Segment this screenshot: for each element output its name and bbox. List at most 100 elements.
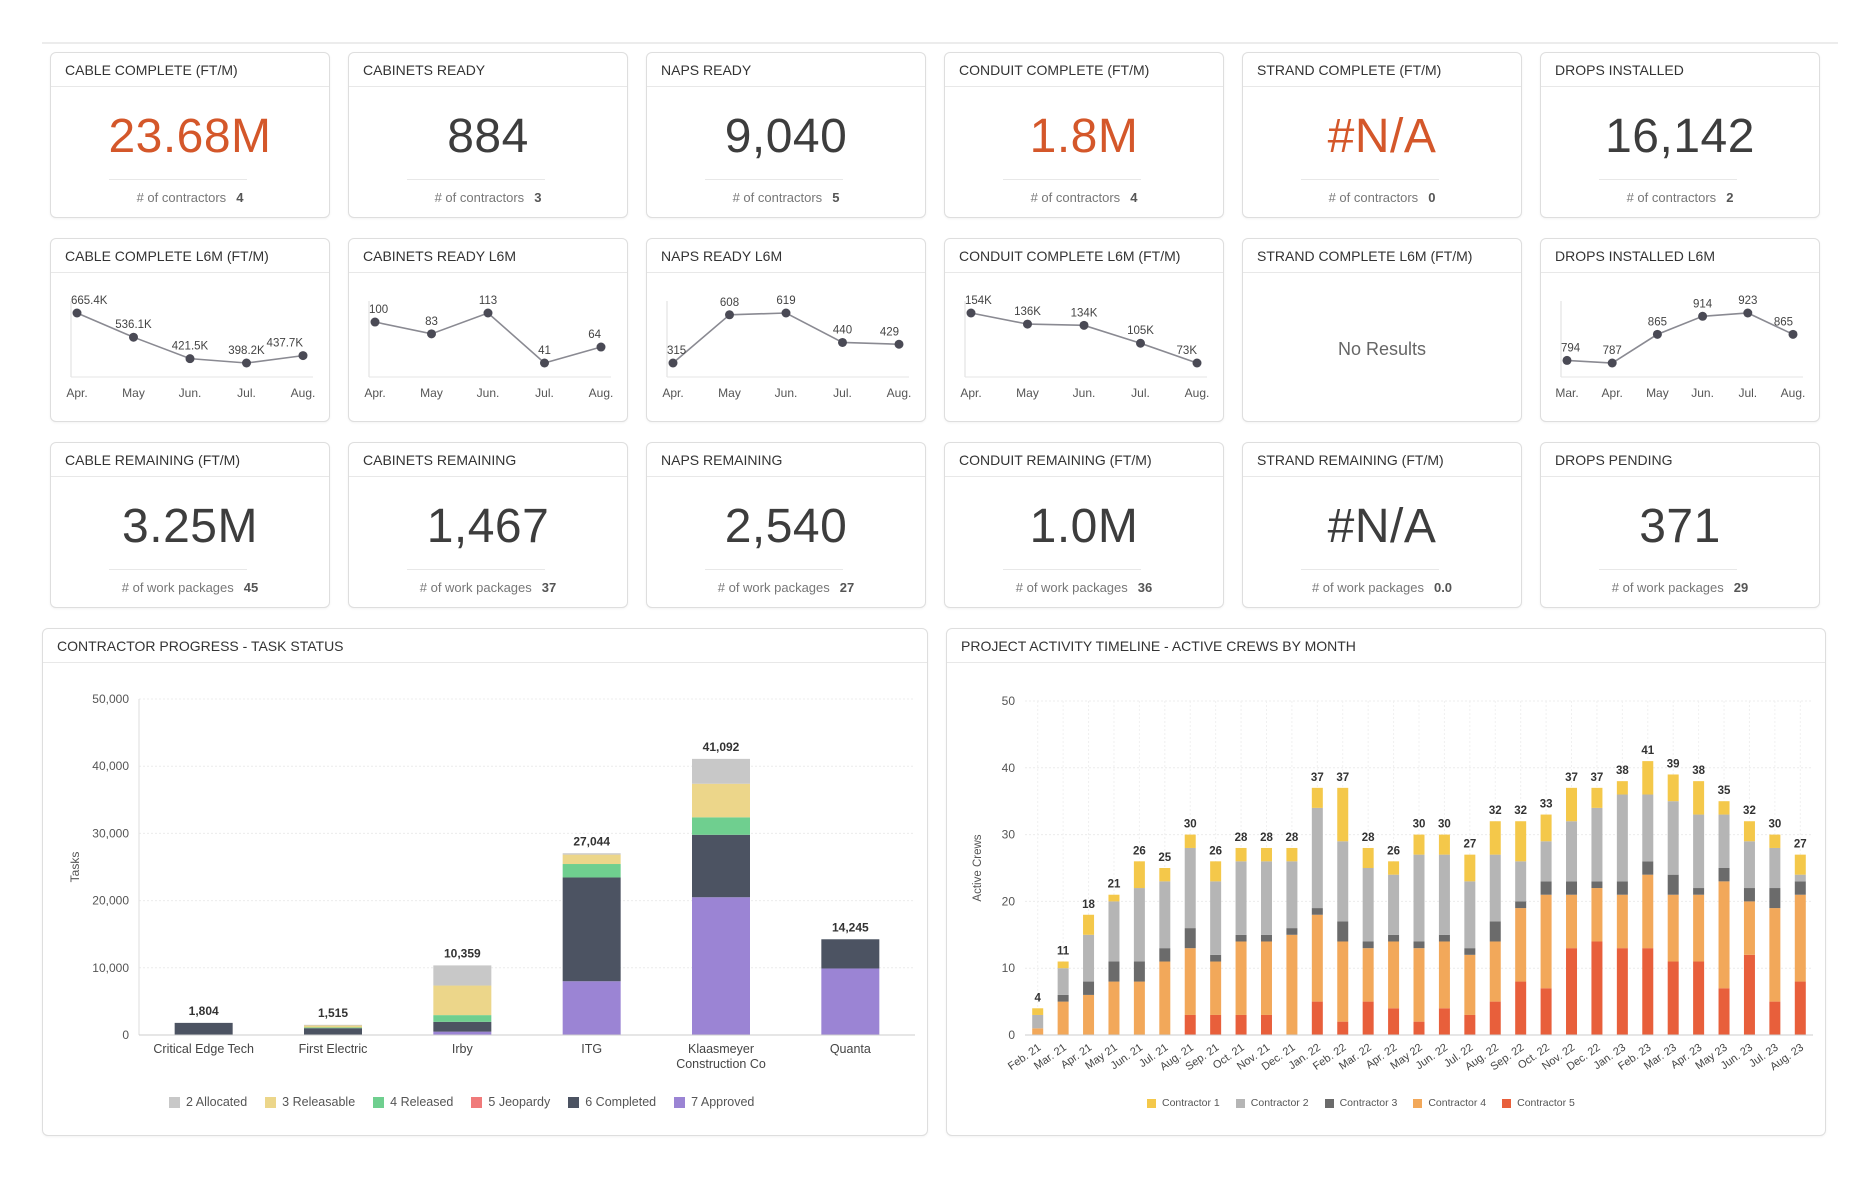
bar-segment[interactable] (1184, 834, 1196, 848)
bar-segment[interactable] (1286, 847, 1298, 862)
bar-segment[interactable] (1260, 861, 1272, 935)
bar-segment[interactable] (1388, 1008, 1400, 1035)
sparkline-point[interactable] (1652, 329, 1662, 339)
bar-segment[interactable] (1540, 814, 1552, 842)
bar-segment[interactable] (1286, 861, 1298, 929)
bar-segment[interactable] (1032, 1014, 1044, 1029)
bar-segment[interactable] (1616, 881, 1628, 895)
bar-segment[interactable] (1311, 914, 1323, 1002)
sparkline-point[interactable] (298, 351, 308, 361)
sparkline-point[interactable] (1136, 338, 1145, 348)
bar-segment[interactable] (1159, 868, 1171, 882)
bar-segment[interactable] (1438, 1008, 1450, 1035)
bar-segment[interactable] (1235, 941, 1247, 1015)
bar-segment[interactable] (1540, 894, 1552, 989)
bar-segment[interactable] (433, 1021, 492, 1032)
bar-segment[interactable] (562, 981, 621, 1035)
sparkline-point[interactable] (668, 358, 678, 368)
bar-segment[interactable] (1743, 821, 1755, 842)
bar-segment[interactable] (1235, 934, 1247, 942)
bar-segment[interactable] (1794, 894, 1806, 982)
bar-segment[interactable] (1210, 861, 1222, 882)
bar-segment[interactable] (1413, 948, 1425, 1022)
bar-segment[interactable] (1464, 854, 1476, 882)
bar-segment[interactable] (1794, 981, 1806, 1035)
bar-segment[interactable] (1083, 914, 1095, 935)
bar-segment[interactable] (1769, 888, 1781, 909)
sparkline-point[interactable] (483, 308, 493, 318)
sparkline-point[interactable] (838, 337, 847, 347)
bar-segment[interactable] (1388, 861, 1400, 875)
bar-segment[interactable] (433, 1031, 492, 1035)
bar-segment[interactable] (1769, 908, 1781, 1002)
legend-item[interactable]: 3 Releasable (265, 1095, 355, 1109)
bar-segment[interactable] (1718, 988, 1730, 1035)
legend-item[interactable]: 2 Allocated (169, 1095, 247, 1109)
legend-item[interactable]: Contractor 2 (1235, 1097, 1309, 1109)
bar-segment[interactable] (1540, 881, 1552, 895)
bar-segment[interactable] (1718, 868, 1730, 882)
bar-segment[interactable] (1566, 894, 1578, 949)
bar-segment[interactable] (562, 854, 621, 865)
bar-segment[interactable] (1769, 1001, 1781, 1035)
bar-segment[interactable] (1464, 881, 1476, 949)
bar-segment[interactable] (1540, 841, 1552, 882)
bar-segment[interactable] (1337, 941, 1349, 1022)
bar-segment[interactable] (1438, 941, 1450, 1009)
bar-segment[interactable] (1591, 787, 1603, 808)
bar-segment[interactable] (1057, 1001, 1069, 1035)
sparkline-point[interactable] (725, 310, 734, 320)
bar-segment[interactable] (692, 834, 750, 898)
bar-segment[interactable] (1159, 881, 1171, 949)
bar-segment[interactable] (1108, 961, 1120, 982)
bar-segment[interactable] (692, 783, 750, 818)
bar-segment[interactable] (1794, 874, 1806, 882)
bar-segment[interactable] (1286, 928, 1298, 935)
sparkline-point[interactable] (370, 317, 380, 327)
bar-segment[interactable] (1438, 834, 1450, 855)
bar-segment[interactable] (1413, 941, 1425, 949)
bar-segment[interactable] (1642, 794, 1654, 862)
bar-segment[interactable] (1260, 934, 1272, 942)
bar-segment[interactable] (1718, 801, 1730, 815)
bar-segment[interactable] (1159, 961, 1171, 1035)
bar-segment[interactable] (1667, 961, 1679, 1035)
bar-segment[interactable] (1515, 901, 1527, 909)
bar-segment[interactable] (1133, 861, 1145, 889)
bar-segment[interactable] (1235, 1014, 1247, 1035)
bar-segment[interactable] (692, 817, 750, 835)
bar-segment[interactable] (1057, 994, 1069, 1002)
bar-segment[interactable] (304, 1028, 362, 1035)
sparkline-point[interactable] (1023, 319, 1032, 329)
bar-segment[interactable] (1591, 807, 1603, 882)
bar-segment[interactable] (1794, 854, 1806, 875)
bar-segment[interactable] (1515, 861, 1527, 902)
bar-segment[interactable] (1311, 807, 1323, 909)
bar-segment[interactable] (1032, 1008, 1044, 1015)
bar-segment[interactable] (1438, 934, 1450, 942)
bar-segment[interactable] (1667, 894, 1679, 962)
sparkline-point[interactable] (596, 342, 606, 352)
bar-segment[interactable] (1133, 888, 1145, 962)
bar-segment[interactable] (1210, 954, 1222, 962)
bar-segment[interactable] (1108, 894, 1120, 902)
bar-segment[interactable] (1362, 868, 1374, 942)
bar-segment[interactable] (1260, 941, 1272, 1015)
legend-item[interactable]: Contractor 5 (1502, 1097, 1575, 1109)
sparkline-point[interactable] (894, 339, 904, 349)
sparkline-point[interactable] (242, 358, 251, 368)
bar-segment[interactable] (1743, 901, 1755, 955)
bar-segment[interactable] (1413, 854, 1425, 942)
bar-segment[interactable] (1489, 854, 1501, 922)
bar-segment[interactable] (1260, 847, 1272, 862)
bar-segment[interactable] (1794, 881, 1806, 895)
bar-segment[interactable] (1489, 941, 1501, 1002)
bar-segment[interactable] (1210, 1014, 1222, 1035)
bar-segment[interactable] (1642, 761, 1654, 795)
bar-segment[interactable] (1464, 948, 1476, 955)
sparkline-point[interactable] (1743, 308, 1753, 318)
bar-segment[interactable] (1591, 881, 1603, 889)
bar-segment[interactable] (1591, 888, 1603, 942)
bar-segment[interactable] (1642, 861, 1654, 875)
sparkline-point[interactable] (966, 308, 976, 318)
